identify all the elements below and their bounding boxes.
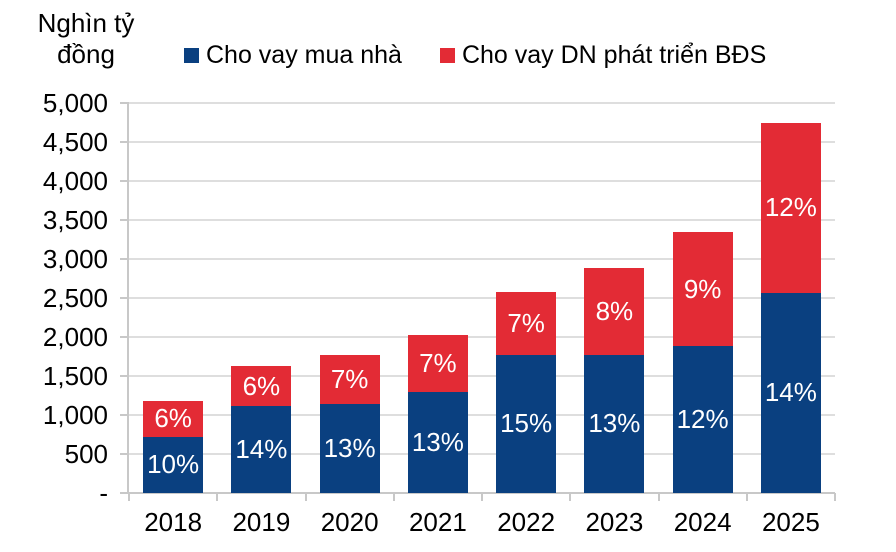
bar-segment-developer: 6%	[231, 366, 292, 407]
bar-value-label: 12%	[676, 403, 729, 434]
bar-segment-developer: 7%	[407, 335, 468, 392]
gridline	[129, 297, 835, 299]
bar-segment-mortgage: 12%	[672, 345, 733, 493]
bar-segment-mortgage: 14%	[760, 292, 821, 493]
gridline	[129, 414, 835, 416]
bar-value-label: 10%	[147, 449, 200, 480]
y-axis-tick	[120, 336, 129, 338]
bar-segment-mortgage: 14%	[231, 406, 292, 493]
legend: Cho vay mua nhà Cho vay DN phát triển BĐ…	[184, 41, 766, 70]
bar-segment-developer: 9%	[672, 232, 733, 346]
x-tick-label: 2024	[673, 507, 732, 537]
bar-segment-developer: 8%	[584, 267, 645, 355]
legend-label-mortgage: Cho vay mua nhà	[206, 41, 402, 69]
bar-value-label: 15%	[500, 408, 553, 439]
bar-value-label: 12%	[764, 192, 817, 223]
y-axis-tick	[120, 102, 129, 104]
x-axis-tick	[128, 493, 130, 501]
bar-value-label: 6%	[154, 403, 192, 434]
y-tick-label: 1,000	[42, 400, 108, 430]
gridline	[129, 102, 835, 104]
y-axis-tick	[120, 297, 129, 299]
y-tick-label: 3,500	[42, 205, 108, 235]
gridline	[129, 141, 835, 143]
bar-segment-mortgage: 10%	[143, 436, 204, 493]
y-tick-label: 4,000	[42, 166, 108, 196]
bar-segment-developer: 7%	[319, 354, 380, 405]
y-axis-title: Nghìn tỷ đồng	[30, 8, 142, 70]
y-tick-label: 2,500	[42, 283, 108, 313]
y-axis-tick	[120, 141, 129, 143]
plot-area: - 500 1,000 1,500 2,000 2,500 3,000 3,500 4,000 4…	[43, 90, 836, 535]
gridline	[129, 336, 835, 338]
bar-segment-developer: 6%	[143, 400, 204, 437]
bar-value-label: 6%	[242, 370, 281, 401]
x-axis-tick	[834, 493, 836, 501]
bar-value-label: 7%	[507, 307, 545, 338]
x-tick-label: 2018	[144, 507, 203, 537]
y-axis-tick	[120, 180, 129, 182]
legend-item-mortgage: Cho vay mua nhà	[184, 41, 402, 70]
bar-value-label: 7%	[330, 364, 369, 395]
y-tick-label: 5,000	[42, 88, 108, 118]
bar-value-label: 9%	[683, 273, 722, 304]
bar-segment-developer: 12%	[760, 122, 821, 293]
gridline	[129, 219, 835, 221]
x-axis-tick	[392, 493, 395, 501]
x-axis-tick	[216, 493, 219, 501]
y-axis-title-line1: Nghìn tỷ	[37, 8, 135, 38]
bar-segment-mortgage: 13%	[407, 392, 468, 493]
x-axis-tick	[657, 493, 660, 501]
x-tick-label: 2021	[408, 507, 467, 537]
legend-item-developer: Cho vay DN phát triển BĐS	[439, 41, 767, 70]
x-axis-tick	[569, 493, 572, 501]
bar-segment-mortgage: 13%	[319, 404, 380, 493]
bar-value-label: 13%	[411, 427, 464, 457]
bar-value-label: 8%	[595, 295, 634, 326]
y-axis-tick	[120, 414, 129, 416]
x-axis-tick	[304, 493, 307, 501]
x-tick-label: 2020	[320, 507, 379, 537]
y-tick-label: 1,500	[42, 361, 108, 391]
y-tick-label: 4,500	[42, 127, 108, 157]
y-axis-tick	[120, 453, 129, 455]
bar-value-label: 7%	[419, 348, 457, 379]
y-axis-tick	[120, 375, 129, 377]
y-axis-title-line2: đồng	[57, 39, 115, 69]
legend-swatch-blue-icon	[184, 48, 199, 63]
bar-value-label: 14%	[764, 377, 817, 408]
legend-label-developer: Cho vay DN phát triển BĐS	[461, 41, 767, 69]
x-tick-label: 2019	[232, 507, 291, 537]
bar-segment-mortgage: 15%	[496, 354, 557, 493]
y-axis-tick	[120, 219, 129, 221]
y-tick-label: -	[99, 478, 108, 508]
y-axis-tick	[120, 492, 129, 494]
bar-segment-mortgage: 13%	[584, 354, 645, 493]
y-tick-label: 3,000	[42, 244, 108, 274]
x-tick-label: 2025	[761, 507, 820, 537]
x-axis-tick	[745, 493, 748, 501]
y-tick-label: 500	[64, 439, 108, 469]
bar-value-label: 13%	[323, 433, 376, 464]
legend-swatch-red-icon	[439, 48, 455, 63]
gridline	[129, 258, 835, 260]
y-tick-label: 2,000	[42, 322, 108, 352]
x-tick-label: 2022	[497, 507, 556, 537]
x-tick-label: 2023	[585, 507, 644, 537]
bar-value-label: 13%	[588, 408, 641, 439]
gridline	[129, 375, 835, 377]
y-axis-tick	[120, 258, 129, 260]
x-axis-tick	[481, 493, 483, 501]
gridline	[129, 453, 835, 455]
bar-value-label: 14%	[235, 434, 288, 465]
gridline	[129, 180, 835, 182]
bar-segment-developer: 7%	[496, 291, 557, 355]
